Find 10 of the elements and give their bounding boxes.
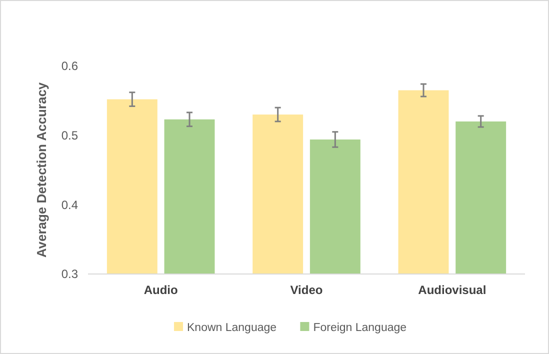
y-tick-label: 0.5 xyxy=(61,128,78,143)
y-tick-label: 0.3 xyxy=(61,267,78,282)
legend-label: Foreign Language xyxy=(313,322,407,334)
x-tick-label: Video xyxy=(290,283,323,297)
legend-label: Known Language xyxy=(187,322,277,334)
y-tick-label: 0.4 xyxy=(61,198,78,212)
y-tick-label: 0.6 xyxy=(61,59,78,74)
y-axis-title: Average Detection Accuracy xyxy=(34,82,49,258)
x-tick-label: Audio xyxy=(144,283,178,297)
x-tick-label: Audiovisual xyxy=(418,283,486,297)
